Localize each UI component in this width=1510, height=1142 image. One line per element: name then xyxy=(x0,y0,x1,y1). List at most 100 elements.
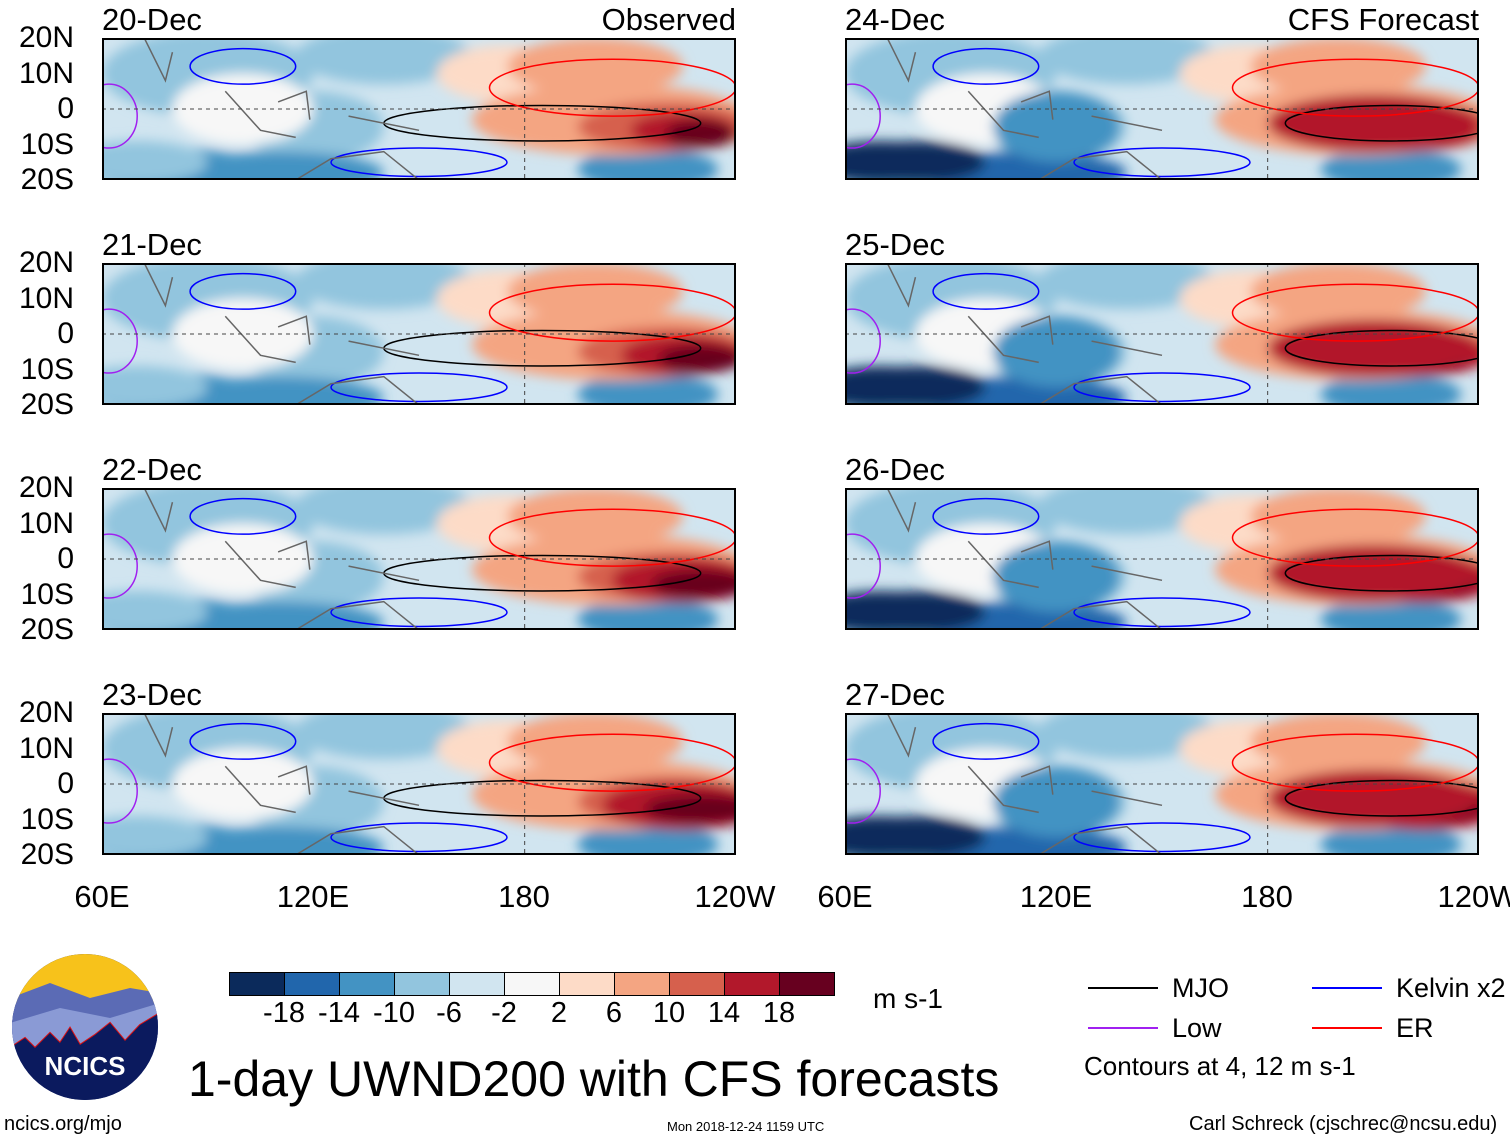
anomaly-blob xyxy=(104,815,208,853)
anomaly-blob xyxy=(847,365,986,403)
colorbar xyxy=(229,972,835,996)
timestamp: Mon 2018-12-24 1159 UTC xyxy=(667,1119,825,1134)
colorbar-swatch xyxy=(615,973,670,995)
anomaly-blob xyxy=(172,523,314,595)
anomaly-blob xyxy=(1320,373,1462,403)
colorbar-swatch xyxy=(285,973,340,995)
colorbar-swatch xyxy=(395,973,450,995)
anomaly-blob xyxy=(104,140,208,178)
lat-tick-label: 10S xyxy=(20,802,74,836)
kelvin-contour xyxy=(330,147,508,178)
lon-tick-label: 180 xyxy=(1241,879,1293,914)
kelvin-contour xyxy=(932,497,1040,535)
kelvin-contour xyxy=(189,272,297,310)
anomaly-blob xyxy=(1267,544,1477,602)
coastline xyxy=(887,40,1163,178)
anomaly-blob xyxy=(507,715,684,770)
panel-date: 21-Dec xyxy=(102,227,202,262)
wind-field xyxy=(847,265,1477,403)
map-panel xyxy=(845,263,1479,405)
colorbar-label: -2 xyxy=(491,997,517,1029)
low-contour xyxy=(104,533,138,599)
anomaly-blob xyxy=(507,265,684,320)
er-contour xyxy=(488,58,734,117)
low-contour xyxy=(104,308,138,374)
lat-tick-label: 20S xyxy=(20,838,74,871)
lat-tick-label: 10N xyxy=(18,56,74,90)
panel-date: 23-Dec xyxy=(102,677,202,712)
lon-tick-label: 120E xyxy=(276,879,350,914)
anomaly-blob xyxy=(1038,40,1215,85)
anomaly-blob xyxy=(507,490,684,545)
low-contour xyxy=(847,758,881,824)
anomaly-blob xyxy=(577,598,719,628)
panel-date: 24-Dec xyxy=(845,2,945,37)
low-contour xyxy=(847,83,881,149)
kelvin-contour xyxy=(932,47,1040,85)
anomaly-blob xyxy=(644,794,734,824)
map-panel xyxy=(102,263,736,405)
colorbar-label: -14 xyxy=(318,997,360,1029)
lat-tick-label: 20S xyxy=(20,613,74,646)
coastline xyxy=(144,715,420,853)
anomaly-blob xyxy=(651,569,734,599)
lon-tick-label: 60E xyxy=(817,879,873,914)
kelvin-contour xyxy=(1073,147,1251,178)
legend-label: MJO xyxy=(1172,973,1229,1003)
coastline xyxy=(887,490,1163,628)
coastline xyxy=(144,40,420,178)
panel-date: 22-Dec xyxy=(102,452,202,487)
anomaly-blob xyxy=(172,73,314,145)
lon-tick-label: 120W xyxy=(694,879,776,914)
mjo-contour xyxy=(1284,779,1477,817)
anomaly-blob xyxy=(1250,265,1427,320)
anomaly-blob xyxy=(295,490,472,535)
colorbar-label: 6 xyxy=(605,997,623,1029)
lon-tick-label: 60E xyxy=(74,879,130,914)
colorbar-swatch xyxy=(450,973,505,995)
kelvin-contour xyxy=(932,272,1040,310)
lat-tick-label: 0 xyxy=(57,92,74,125)
lat-tick-label: 0 xyxy=(57,317,74,350)
kelvin-contour xyxy=(1073,597,1251,628)
er-contour xyxy=(488,733,734,792)
lat-tick-label: 10N xyxy=(18,731,74,765)
lat-tick-label: 10N xyxy=(18,506,74,540)
anomaly-blob xyxy=(1038,265,1215,310)
logo-text: NCICS xyxy=(45,1051,126,1081)
lat-tick-label: 0 xyxy=(57,542,74,575)
anomaly-blob xyxy=(104,590,208,628)
kelvin-contour xyxy=(1073,372,1251,403)
anomaly-blob xyxy=(172,748,314,820)
colorbar-swatch xyxy=(560,973,615,995)
legend-line xyxy=(1312,987,1382,989)
kelvin-contour xyxy=(330,597,508,628)
lat-tick-label: 20N xyxy=(18,246,74,279)
column-header: Observed xyxy=(601,2,736,37)
wind-field xyxy=(104,40,734,178)
anomaly-blob xyxy=(1267,769,1477,827)
kelvin-contour xyxy=(330,822,508,853)
panel-date: 27-Dec xyxy=(845,677,945,712)
mjo-contour xyxy=(1284,554,1477,592)
anomaly-blob xyxy=(577,373,719,403)
colorbar-label: -10 xyxy=(373,997,415,1029)
lat-tick-label: 10S xyxy=(20,352,74,386)
credit: Carl Schreck (cjschrec@ncsu.edu) xyxy=(1189,1113,1498,1135)
lat-tick-label: 10S xyxy=(20,577,74,611)
anomaly-blob xyxy=(1267,94,1477,152)
contour-note: Contours at 4, 12 m s-1 xyxy=(1084,1051,1356,1081)
er-contour xyxy=(488,508,734,567)
panel-date: 26-Dec xyxy=(845,452,945,487)
panel-date: 20-Dec xyxy=(102,2,202,37)
legend-line xyxy=(1088,1027,1158,1029)
low-contour xyxy=(104,758,138,824)
anomaly-blob xyxy=(1250,715,1427,770)
colorbar-label: 18 xyxy=(762,997,796,1029)
map-panel xyxy=(102,38,736,180)
anomaly-blob xyxy=(1250,490,1427,545)
er-contour xyxy=(488,283,734,342)
anomaly-blob xyxy=(1320,148,1462,178)
source-url[interactable]: ncics.org/mjo xyxy=(4,1113,122,1135)
column-header: CFS Forecast xyxy=(1287,2,1479,37)
